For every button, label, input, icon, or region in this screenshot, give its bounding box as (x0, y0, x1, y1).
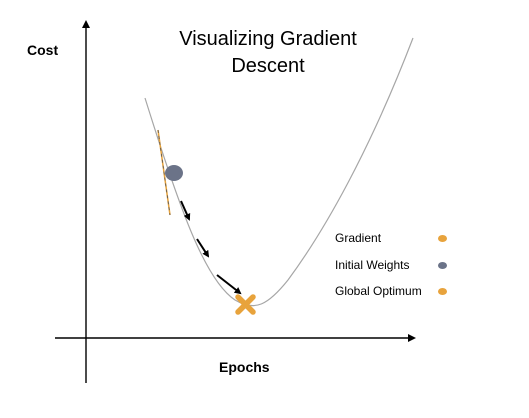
initial-weights-marker (165, 165, 183, 181)
legend-item-initial-weights: Initial Weights (335, 258, 450, 276)
title-line-1: Visualizing Gradient (179, 28, 357, 50)
global-optimum-marker (235, 294, 256, 315)
step-arrow (216, 274, 242, 295)
step-arrow (180, 200, 191, 221)
title-line-2: Descent (231, 55, 305, 77)
legend-item-global-optimum: Global Optimum (335, 284, 450, 302)
gradient-tangent-line-dash (157, 129, 171, 216)
y-axis-label: Cost (27, 42, 59, 58)
legend-label: Gradient (335, 231, 382, 245)
diagram-title: Visualizing Gradient Descent (160, 26, 376, 80)
orange-dot-icon (438, 288, 447, 295)
step-arrow (196, 238, 210, 258)
legend-label: Initial Weights (335, 258, 410, 272)
x-axis-label: Epochs (219, 359, 270, 375)
legend-item-gradient: Gradient (335, 231, 450, 249)
orange-dot-icon (438, 235, 447, 242)
gray-blue-dot-icon (438, 262, 447, 269)
legend-label: Global Optimum (335, 284, 422, 298)
